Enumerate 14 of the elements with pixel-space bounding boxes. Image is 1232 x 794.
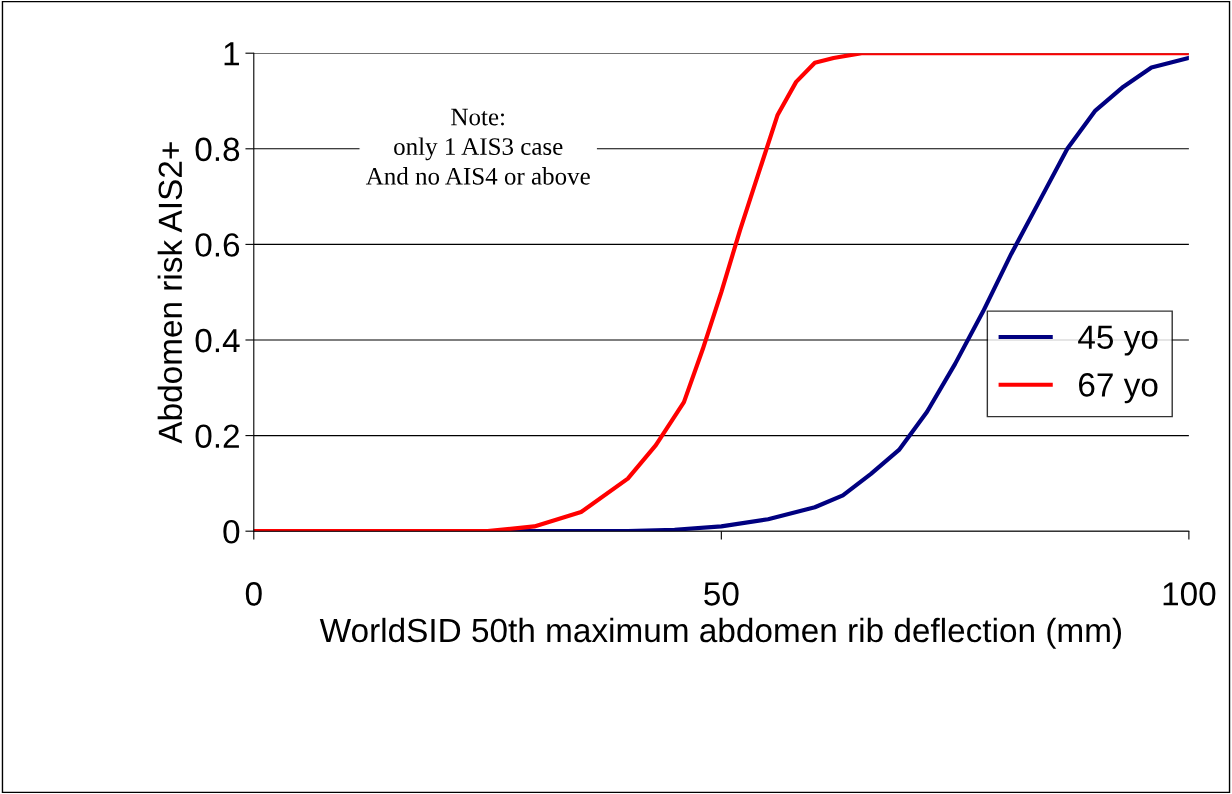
y-tick-label: 0 bbox=[223, 519, 240, 544]
x-tick-label: 0 bbox=[245, 582, 262, 606]
x-tick-label: 100 bbox=[1163, 582, 1216, 606]
x-tick-label: 50 bbox=[704, 582, 739, 606]
y-tick-label: 0.2 bbox=[195, 424, 239, 448]
legend-label: 45 yo bbox=[1078, 325, 1158, 356]
y-tick-label: 0.8 bbox=[195, 137, 240, 162]
y-tick-label: 1 bbox=[224, 42, 239, 66]
y-axis-title: Abdomen risk AIS2+ bbox=[157, 142, 183, 444]
y-tick-label: 0.4 bbox=[195, 328, 240, 353]
x-axis-title: WorldSID 50th maximum abdomen rib deflection (mm) bbox=[319, 617, 1121, 649]
annotation: Note: only 1 AIS3 case And no AIS4 or above bbox=[365, 108, 590, 185]
y-tick-label: 0.6 bbox=[195, 233, 240, 257]
legend-label: 67 yo bbox=[1079, 373, 1158, 404]
